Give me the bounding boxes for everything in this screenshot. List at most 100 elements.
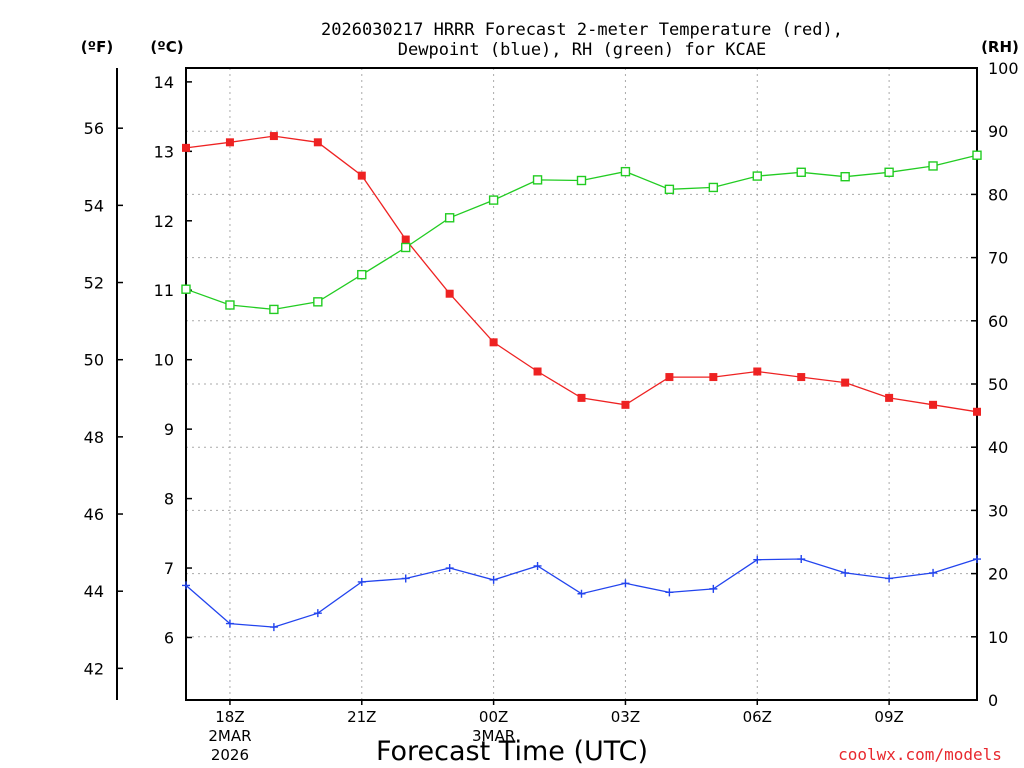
rh-point <box>752 171 762 181</box>
temperature-point <box>665 373 674 382</box>
temperature-point <box>533 367 542 376</box>
source-credit: coolwx.com/models <box>838 745 1002 764</box>
dewpoint-point <box>401 574 410 583</box>
rh-axis-unit: (RH) <box>981 38 1019 56</box>
dewpoint-point <box>225 619 234 628</box>
rh-point <box>664 184 675 195</box>
data-series <box>181 132 982 632</box>
temperature-point <box>841 378 850 387</box>
rh-point <box>928 161 938 171</box>
x-axis-label: Forecast Time (UTC) <box>376 736 648 767</box>
dewpoint-point <box>357 577 366 586</box>
rh-point <box>972 150 982 160</box>
celsius-ticks: 6 7 8 9 10 11 12 13 14 <box>154 73 192 647</box>
rh-tick-label: 0 <box>988 691 998 710</box>
dewpoint-point <box>665 588 674 597</box>
dewpoint-point <box>797 555 806 564</box>
fahrenheit-ticks: 42 44 46 48 50 52 54 56 <box>84 119 123 678</box>
x-tick-label: 21Z <box>347 708 376 726</box>
dewpoint-point <box>182 581 190 590</box>
rh-point <box>708 182 719 193</box>
temperature-point <box>797 373 806 382</box>
rh-point <box>357 269 367 280</box>
rh-point <box>181 284 191 294</box>
rh-point <box>840 172 850 182</box>
temperature-point <box>621 400 630 409</box>
rh-tick-label: 100 <box>988 59 1019 78</box>
dewpoint-point <box>445 564 454 573</box>
temperature-point <box>753 367 762 376</box>
dewpoint-point <box>753 555 762 564</box>
fahrenheit-tick-label: 54 <box>84 196 104 215</box>
rh-point <box>532 175 543 185</box>
dewpoint-point <box>621 579 630 588</box>
rh-tick-label: 80 <box>988 185 1008 204</box>
celsius-tick-label: 7 <box>164 559 174 578</box>
fahrenheit-tick-label: 56 <box>84 119 104 138</box>
rh-ticks: 0 10 20 30 40 50 60 70 80 90 100 <box>971 59 1019 710</box>
temperature-point <box>489 338 498 347</box>
rh-tick-label: 40 <box>988 438 1008 457</box>
celsius-tick-label: 11 <box>154 281 174 300</box>
celsius-tick-label: 14 <box>154 73 174 92</box>
celsius-tick-label: 10 <box>154 351 174 370</box>
temperature-point <box>885 393 894 402</box>
celsius-tick-label: 6 <box>164 628 174 647</box>
rh-tick-label: 20 <box>988 565 1008 584</box>
rh-point <box>313 297 323 307</box>
temperature-point <box>445 289 454 298</box>
temperature-point <box>182 143 190 152</box>
fahrenheit-tick-label: 52 <box>84 274 104 293</box>
x-tick-date: 2MAR <box>208 727 251 745</box>
celsius-tick-label: 9 <box>164 420 174 439</box>
chart-title-line-1: 2026030217 HRRR Forecast 2-meter Tempera… <box>321 20 843 40</box>
rh-point <box>576 175 587 186</box>
rh-tick-label: 60 <box>988 312 1008 331</box>
dewpoint-point <box>577 589 586 598</box>
rh-tick-label: 90 <box>988 122 1008 141</box>
rh-point <box>884 167 894 177</box>
temperature-point <box>269 132 278 141</box>
fahrenheit-axis-unit: (ºF) <box>81 38 113 56</box>
fahrenheit-tick-label: 42 <box>84 659 104 678</box>
x-tick-year: 2026 <box>211 746 249 764</box>
temperature-point <box>929 400 938 409</box>
x-tick-label: 09Z <box>874 708 903 726</box>
fahrenheit-tick-label: 44 <box>84 582 104 601</box>
fahrenheit-tick-label: 48 <box>84 428 104 447</box>
x-tick-label: 00Z <box>479 708 508 726</box>
fahrenheit-tick-label: 50 <box>84 351 104 370</box>
dewpoint-point <box>313 609 322 618</box>
rh-tick-label: 50 <box>988 375 1008 394</box>
dewpoint-point <box>269 623 278 632</box>
rh-tick-label: 70 <box>988 249 1008 268</box>
x-tick-label: 18Z <box>215 708 244 726</box>
dewpoint-point <box>709 584 718 593</box>
rh-point <box>620 166 631 177</box>
temperature-point <box>973 407 981 416</box>
rh-point <box>225 300 235 310</box>
temperature-point <box>401 235 410 244</box>
dewpoint-point <box>885 574 894 583</box>
fahrenheit-tick-label: 46 <box>84 505 104 524</box>
celsius-tick-label: 12 <box>154 212 174 231</box>
dewpoint-point <box>489 575 498 584</box>
rh-point <box>444 213 455 223</box>
rh-point <box>796 167 806 177</box>
rh-point <box>488 195 499 205</box>
rh-point <box>401 242 411 253</box>
rh-point <box>269 304 279 315</box>
dewpoint-point <box>929 568 938 577</box>
rh-tick-label: 10 <box>988 628 1008 647</box>
dewpoint-point <box>533 561 542 570</box>
temperature-point <box>577 393 586 402</box>
chart-title-line-2: Dewpoint (blue), RH (green) for KCAE <box>398 40 766 60</box>
dewpoint-point <box>841 568 850 577</box>
temperature-point <box>709 373 718 382</box>
x-tick-label: 06Z <box>743 708 772 726</box>
celsius-tick-label: 8 <box>164 490 174 509</box>
x-tick-date: 3MAR <box>472 727 515 745</box>
celsius-tick-label: 13 <box>154 142 174 161</box>
